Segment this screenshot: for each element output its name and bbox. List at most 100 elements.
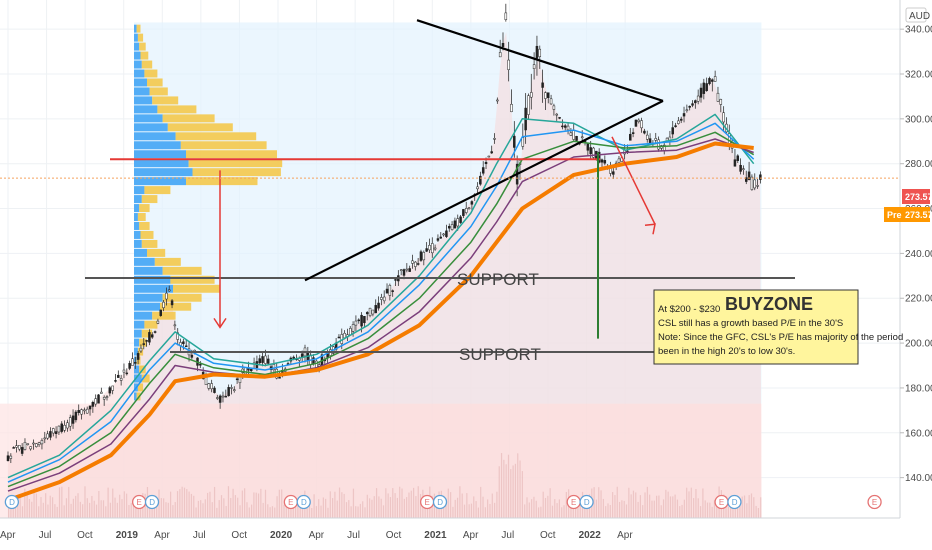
vp-up-bar (134, 150, 186, 159)
candle-body (419, 251, 423, 261)
volume-bar (399, 486, 401, 518)
volume-bar (426, 506, 429, 518)
volume-bar (706, 502, 709, 518)
x-tick-label: Jul (501, 530, 514, 541)
candle-body (128, 363, 131, 369)
volume-bar (195, 507, 197, 518)
x-tick-label: 2019 (116, 530, 139, 541)
candle-body (747, 171, 751, 180)
candle-body (547, 92, 550, 98)
candle-body (555, 113, 558, 116)
volume-bar (114, 497, 116, 518)
candle-body (57, 425, 61, 433)
volume-bar (649, 494, 651, 518)
volume-bar (167, 502, 169, 518)
candle-body (230, 387, 233, 389)
x-tick-label: Apr (0, 530, 16, 541)
x-tick-label: Apr (309, 530, 325, 541)
currency-badge[interactable]: AUD (905, 7, 930, 23)
vp-down-bar (139, 222, 150, 230)
candle-body (586, 143, 590, 151)
volume-bar (248, 507, 250, 518)
vp-up-bar (134, 239, 142, 248)
volume-bar (713, 500, 716, 518)
candle-body (416, 263, 420, 265)
volume-bar (301, 501, 304, 518)
candle-body (643, 130, 646, 134)
volume-bar (359, 503, 361, 518)
volume-bar (299, 502, 301, 518)
candle-body (354, 320, 358, 326)
buyzone-note[interactable]: BUYZONE At $200 - $230 CSL still has a g… (653, 289, 903, 365)
candle-body (26, 443, 30, 445)
volume-bar (686, 487, 688, 518)
volume-bar (350, 506, 352, 518)
candle-body (9, 455, 13, 459)
volume-bar (255, 492, 257, 518)
volume-bar (281, 489, 283, 518)
pre-market-tag: Pre (887, 210, 902, 220)
volume-bar (102, 500, 105, 518)
volume-bar (163, 498, 165, 518)
volume-bar (537, 507, 540, 518)
event-marker-label: D (149, 498, 155, 507)
candle-body (94, 398, 97, 405)
volume-bar (665, 489, 667, 518)
volume-bar (84, 486, 86, 518)
candle-body (696, 95, 700, 102)
volume-bar (288, 506, 290, 518)
event-marker-d (727, 494, 742, 510)
volume-bar (183, 487, 186, 518)
volume-bar (473, 496, 475, 518)
event-marker-label: E (288, 498, 293, 507)
candle-body (592, 147, 595, 158)
candle-body (549, 98, 553, 105)
event-marker-e (867, 494, 882, 510)
volume-bar (313, 494, 315, 518)
volume-bar (244, 488, 246, 518)
buyzone-line-4: been in the high 20's to low 30's. (658, 346, 795, 357)
vp-down-bar (144, 69, 158, 78)
volume-bar (89, 502, 91, 518)
volume-bar (100, 500, 102, 518)
y-tick-label: 200.00 (905, 339, 932, 350)
sell-arrow-head (644, 223, 656, 235)
candle-body (32, 442, 35, 445)
volume-bar (625, 504, 628, 518)
vp-down-bar (139, 204, 150, 213)
vp-up-bar (134, 213, 138, 221)
vp-up-bar (134, 186, 145, 195)
volume-bar (623, 500, 625, 518)
volume-bar (489, 503, 491, 518)
volume-bar (621, 500, 623, 518)
volume-bar (396, 497, 398, 518)
candle-body (216, 397, 219, 399)
candle-body (739, 164, 742, 172)
volume-bar (137, 506, 139, 518)
vp-up-bar (134, 177, 186, 186)
vp-up-bar (134, 293, 163, 302)
candle-body (125, 372, 129, 375)
volume-bar (461, 493, 463, 518)
volume-bar (704, 500, 706, 518)
volume-bar (542, 491, 544, 518)
volume-bar (119, 494, 121, 518)
candle-body (100, 391, 103, 394)
volume-bar (753, 497, 755, 518)
candle-body (572, 130, 575, 140)
vp-down-bar (152, 311, 176, 320)
volume-bar (285, 497, 287, 518)
candle-body (207, 383, 211, 389)
volume-bar (357, 506, 359, 518)
volume-bar (667, 491, 669, 518)
candle-body (250, 368, 253, 371)
candle-body (159, 309, 162, 316)
price-area (8, 32, 762, 518)
vp-down-bar (180, 141, 267, 150)
y-axis-background (900, 0, 932, 550)
vp-up-bar (134, 159, 189, 168)
vp-up-bar (134, 141, 181, 150)
volume-bar (209, 491, 211, 518)
volume-bar (406, 497, 408, 518)
volume-bar (683, 499, 685, 518)
